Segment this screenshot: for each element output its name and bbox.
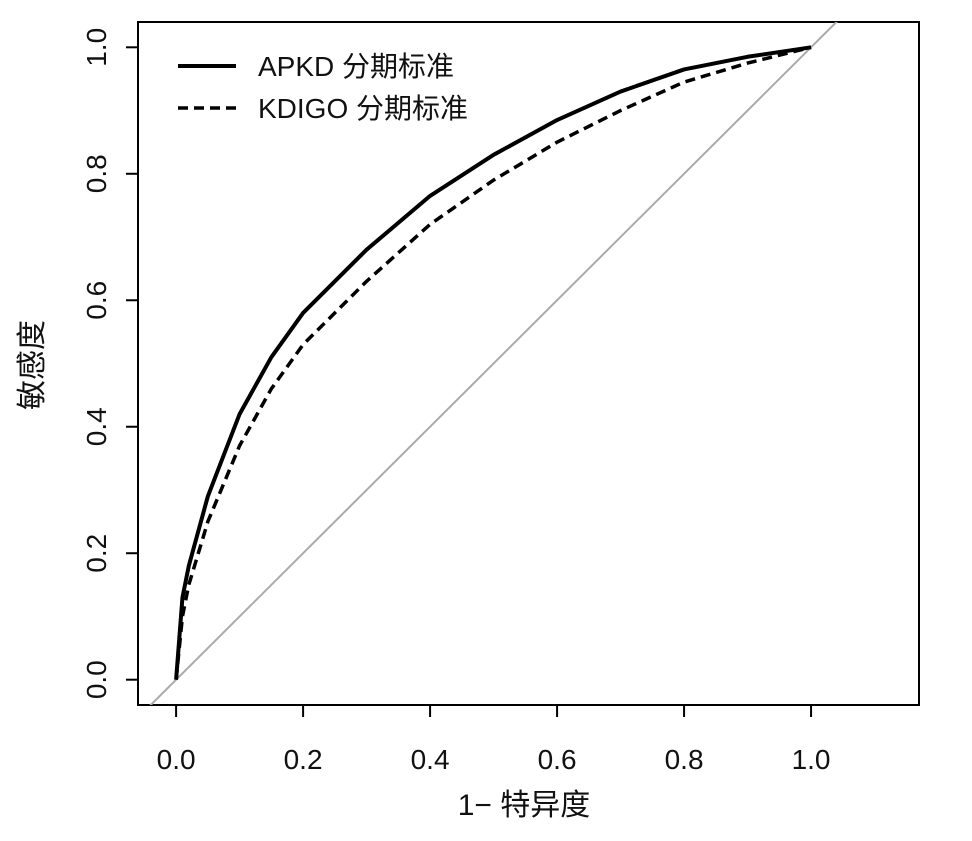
y-tick-label: 0.6: [81, 281, 112, 320]
y-tick-label: 0.8: [81, 154, 112, 193]
x-tick-label: 0.8: [665, 744, 704, 775]
y-tick-label: 0.0: [81, 660, 112, 699]
y-tick-label: 0.2: [81, 534, 112, 573]
series-layer: [149, 22, 838, 705]
legend: APKD 分期标准 KDIGO 分期标准: [178, 51, 468, 124]
y-axis-label: 敏感度: [16, 320, 49, 410]
x-tick-label: 0.2: [284, 744, 323, 775]
x-tick-label: 1.0: [792, 744, 831, 775]
x-tick-label: 0.0: [157, 744, 196, 775]
legend-label-kdigo: KDIGO 分期标准: [258, 93, 468, 124]
y-axis: 0.0 0.2 0.4 0.6 0.8 1.0: [81, 28, 139, 699]
reference-diagonal-line: [149, 22, 838, 705]
series-line-apkd: [174, 45, 812, 680]
x-axis: 0.0 0.2 0.4 0.6 0.8 1.0: [157, 704, 831, 775]
legend-label-apkd: APKD 分期标准: [258, 51, 454, 82]
y-tick-label: 1.0: [81, 28, 112, 67]
x-tick-label: 0.6: [538, 744, 577, 775]
x-tick-label: 0.4: [411, 744, 450, 775]
plot-frame: [137, 21, 920, 706]
y-tick-label: 0.4: [81, 407, 112, 446]
x-axis-label: 1− 特异度: [458, 789, 591, 822]
series-line-kdigo: [174, 45, 812, 680]
